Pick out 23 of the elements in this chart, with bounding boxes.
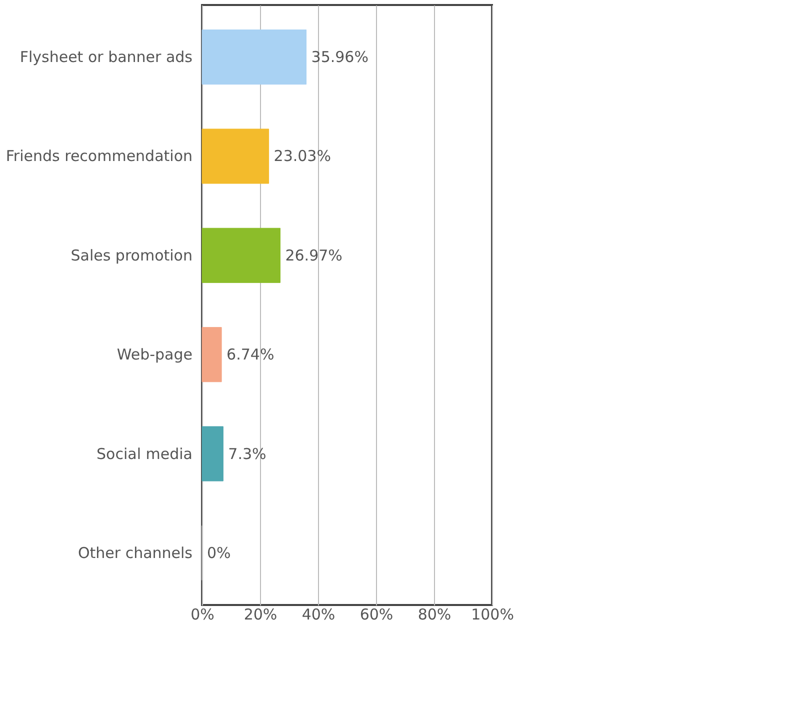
x-tick-label: 40%	[302, 606, 336, 624]
bar	[202, 30, 307, 85]
bar	[202, 426, 224, 482]
x-tick-label: 0%	[190, 606, 214, 624]
y-tick-label: Other channels	[78, 544, 193, 562]
x-tick-label: 80%	[418, 606, 452, 624]
data-label: 23.03%	[274, 147, 331, 166]
bar	[202, 128, 270, 184]
x-tick-label: 60%	[360, 606, 394, 624]
y-tick-label: Sales promotion	[70, 246, 192, 264]
data-label: 35.96%	[311, 48, 368, 66]
x-tick-label: 100%	[471, 606, 514, 624]
y-tick-label: Social media	[96, 444, 192, 463]
data-label: 26.97%	[285, 246, 342, 264]
y-tick-label: Web-page	[116, 346, 192, 364]
x-tick-label: 20%	[244, 606, 278, 624]
data-label: 0%	[207, 544, 231, 562]
bar	[202, 327, 222, 382]
data-label: 6.74%	[226, 346, 274, 364]
bar	[202, 228, 280, 283]
y-tick-label: Flysheet or banner ads	[20, 48, 193, 66]
y-tick-label: Friends recommendation	[6, 147, 192, 166]
data-label: 7.3%	[228, 444, 266, 463]
